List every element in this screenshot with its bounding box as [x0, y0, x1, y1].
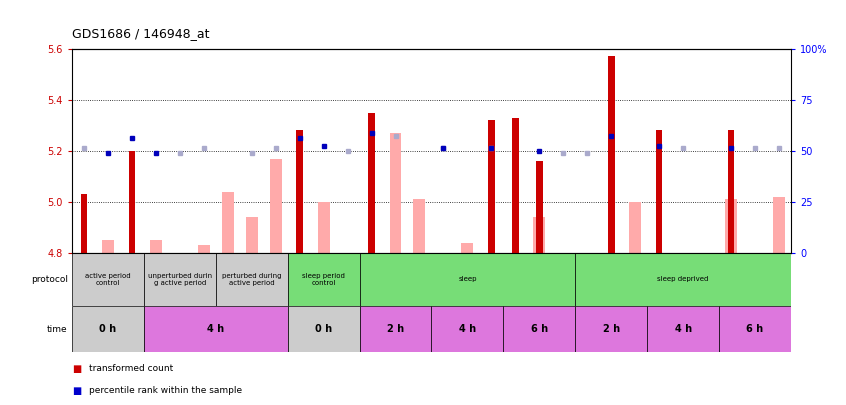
Bar: [773, 197, 785, 253]
Bar: [216, 253, 288, 306]
Text: 0 h: 0 h: [315, 324, 332, 334]
Bar: [288, 253, 360, 306]
Text: unperturbed durin
g active period: unperturbed durin g active period: [148, 273, 212, 286]
Bar: [270, 158, 282, 253]
Bar: [198, 245, 210, 253]
Bar: [80, 194, 87, 253]
Bar: [150, 240, 162, 253]
Bar: [503, 306, 575, 352]
Text: perturbed during
active period: perturbed during active period: [222, 273, 282, 286]
Bar: [389, 133, 402, 253]
Text: sleep deprived: sleep deprived: [657, 277, 709, 282]
Bar: [144, 253, 216, 306]
Bar: [245, 217, 258, 253]
Text: sleep: sleep: [459, 277, 476, 282]
Text: sleep period
control: sleep period control: [302, 273, 345, 286]
Bar: [360, 253, 575, 306]
Text: 4 h: 4 h: [459, 324, 476, 334]
Bar: [533, 217, 546, 253]
Bar: [72, 306, 144, 352]
Bar: [536, 161, 542, 253]
Bar: [360, 306, 431, 352]
Bar: [488, 120, 495, 253]
Text: ■: ■: [72, 386, 81, 396]
Bar: [575, 306, 647, 352]
Bar: [102, 240, 114, 253]
Text: transformed count: transformed count: [89, 364, 173, 373]
Text: percentile rank within the sample: percentile rank within the sample: [89, 386, 242, 395]
Text: 4 h: 4 h: [674, 324, 692, 334]
Bar: [296, 130, 303, 253]
Text: 4 h: 4 h: [207, 324, 224, 334]
Text: 0 h: 0 h: [99, 324, 117, 334]
Bar: [317, 202, 330, 253]
Bar: [222, 192, 233, 253]
Text: active period
control: active period control: [85, 273, 130, 286]
Text: time: time: [47, 324, 68, 334]
Bar: [728, 130, 734, 253]
Bar: [647, 306, 719, 352]
Text: 6 h: 6 h: [530, 324, 548, 334]
Text: protocol: protocol: [30, 275, 68, 284]
Bar: [144, 306, 288, 352]
Bar: [512, 117, 519, 253]
Bar: [414, 199, 426, 253]
Bar: [72, 253, 144, 306]
Text: ■: ■: [72, 364, 81, 373]
Text: GDS1686 / 146948_at: GDS1686 / 146948_at: [72, 28, 210, 40]
Bar: [368, 113, 375, 253]
Bar: [725, 199, 737, 253]
Bar: [461, 243, 474, 253]
Bar: [431, 306, 503, 352]
Text: 6 h: 6 h: [746, 324, 764, 334]
Text: 2 h: 2 h: [602, 324, 620, 334]
Bar: [129, 151, 135, 253]
Bar: [656, 130, 662, 253]
Text: 2 h: 2 h: [387, 324, 404, 334]
Bar: [608, 56, 614, 253]
Bar: [288, 306, 360, 352]
Bar: [629, 202, 641, 253]
Bar: [575, 253, 791, 306]
Bar: [719, 306, 791, 352]
